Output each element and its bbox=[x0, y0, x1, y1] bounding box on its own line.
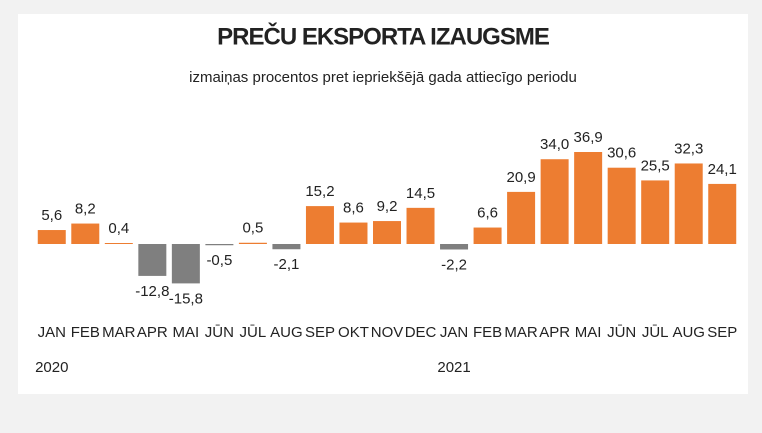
bar bbox=[138, 244, 167, 276]
bar bbox=[540, 159, 569, 244]
bar bbox=[104, 243, 133, 245]
bar bbox=[339, 222, 368, 244]
data-label: -2,2 bbox=[441, 256, 467, 273]
bar bbox=[272, 244, 301, 250]
x-tick-label: APR bbox=[539, 324, 570, 341]
bar bbox=[607, 167, 636, 244]
x-tick-label: MAI bbox=[575, 324, 602, 341]
data-label: 9,2 bbox=[377, 198, 398, 215]
x-tick-label: JŪN bbox=[607, 324, 636, 341]
chart-subtitle: izmaiņas procentos pret iepriekšējā gada… bbox=[189, 69, 577, 86]
data-label: 34,0 bbox=[540, 136, 569, 153]
bar bbox=[708, 183, 737, 244]
data-label: 5,6 bbox=[41, 207, 62, 224]
x-tick-label: JŪL bbox=[642, 324, 669, 341]
data-label: -0,5 bbox=[206, 252, 232, 269]
data-label: 0,5 bbox=[242, 220, 263, 237]
chart-title: PREČU EKSPORTA IZAUGSME bbox=[217, 22, 550, 50]
x-tick-label: FEB bbox=[71, 324, 100, 341]
data-label: 6,6 bbox=[477, 205, 498, 222]
bar bbox=[373, 221, 401, 244]
bar bbox=[238, 242, 267, 244]
bar bbox=[71, 223, 100, 244]
bar bbox=[674, 163, 703, 244]
x-tick-label: SEP bbox=[305, 324, 335, 341]
data-label: -15,8 bbox=[169, 290, 203, 307]
x-tick-label: DEC bbox=[405, 324, 437, 341]
x-tick-label: NOV bbox=[371, 324, 404, 341]
data-label: 32,3 bbox=[674, 140, 703, 157]
x-tick-label: APR bbox=[137, 324, 168, 341]
x-tick-label: AUG bbox=[672, 324, 705, 341]
data-label: 36,9 bbox=[574, 129, 603, 146]
data-label: -12,8 bbox=[135, 283, 169, 300]
bar bbox=[205, 244, 234, 246]
x-tick-label: JŪL bbox=[240, 324, 267, 341]
data-label: 25,5 bbox=[641, 157, 670, 174]
data-label: 0,4 bbox=[108, 220, 129, 237]
bar bbox=[507, 191, 536, 244]
x-tick-label: MAR bbox=[504, 324, 538, 341]
data-label: 8,6 bbox=[343, 200, 364, 217]
year-label: 2020 bbox=[35, 359, 68, 376]
data-label: 8,2 bbox=[75, 201, 96, 218]
x-tick-label: JAN bbox=[38, 324, 66, 341]
x-tick-label: AUG bbox=[270, 324, 303, 341]
x-tick-label: MAR bbox=[102, 324, 136, 341]
x-tick-label: FEB bbox=[473, 324, 502, 341]
x-tick-label: JŪN bbox=[205, 324, 234, 341]
data-label: 14,5 bbox=[406, 185, 435, 202]
bar bbox=[171, 244, 200, 284]
bar bbox=[574, 152, 603, 244]
bar bbox=[37, 230, 66, 244]
data-label: -2,1 bbox=[273, 256, 299, 273]
bar bbox=[473, 227, 502, 244]
data-label: 24,1 bbox=[708, 161, 737, 178]
bar bbox=[440, 244, 469, 250]
data-label: 15,2 bbox=[305, 183, 334, 200]
x-tick-label: SEP bbox=[707, 324, 737, 341]
x-tick-label: JAN bbox=[440, 324, 468, 341]
bar bbox=[641, 180, 670, 244]
data-label: 30,6 bbox=[607, 145, 636, 162]
year-label: 2021 bbox=[437, 359, 470, 376]
x-tick-label: MAI bbox=[173, 324, 200, 341]
bar bbox=[406, 207, 435, 244]
x-tick-label: OKT bbox=[338, 324, 369, 341]
data-label: 20,9 bbox=[506, 169, 535, 186]
bar bbox=[305, 206, 334, 244]
